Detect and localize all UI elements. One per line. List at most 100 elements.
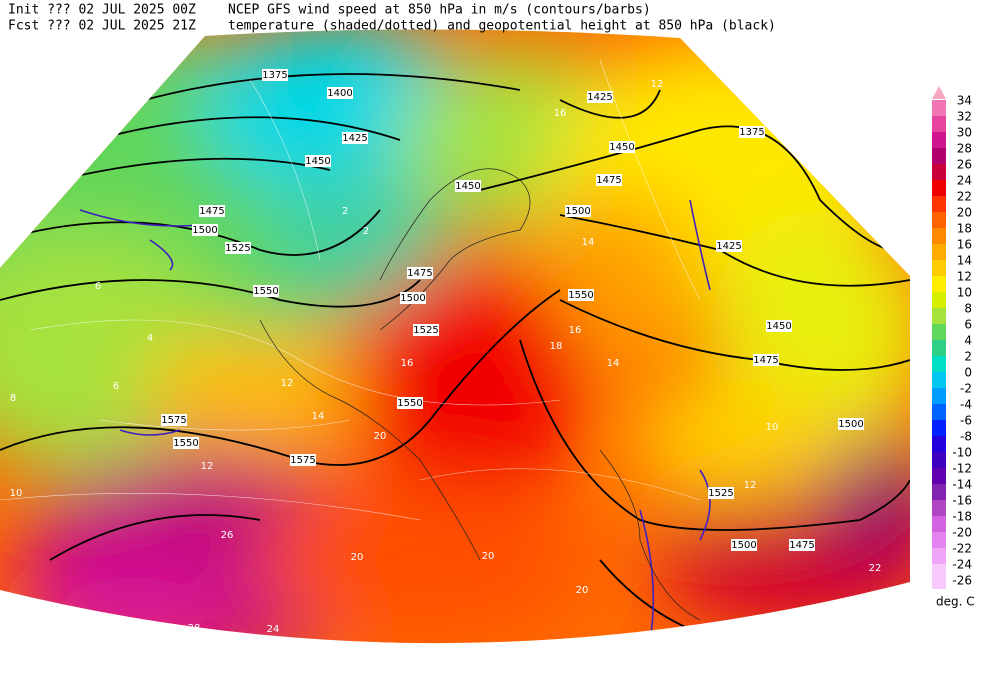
colorbar-label: -4 (960, 398, 972, 412)
height-label-box (305, 155, 331, 167)
height-label: 1500 (838, 419, 863, 430)
colorbar-label: -14 (952, 478, 972, 492)
height-label-box (455, 180, 481, 192)
colorbar: 3432302826242220181614121086420-2-4-6-8-… (932, 86, 972, 589)
colorbar-label: -18 (952, 510, 972, 524)
height-label-box (731, 539, 757, 551)
colorbar-swatch (932, 308, 946, 324)
colorbar-swatch (932, 404, 946, 420)
colorbar-label: -16 (952, 494, 972, 508)
height-label: 1475 (596, 175, 621, 186)
colorbar-swatch (932, 116, 946, 132)
colorbar-label: 34 (957, 94, 972, 108)
temp-label: 12 (744, 480, 757, 491)
temp-label: 2 (342, 206, 348, 217)
colorbar-swatch (932, 500, 946, 516)
colorbar-swatch (932, 388, 946, 404)
temp-label: 14 (582, 237, 595, 248)
colorbar-swatch (932, 452, 946, 468)
height-label: 1525 (413, 325, 438, 336)
colorbar-swatch (932, 532, 946, 548)
colorbar-swatch (932, 516, 946, 532)
colorbar-label: 12 (957, 270, 972, 284)
colorbar-swatch (932, 100, 946, 116)
temp-label: 16 (554, 108, 567, 119)
height-label: 1475 (407, 268, 432, 279)
colorbar-swatch (932, 244, 946, 260)
height-label: 1525 (708, 488, 733, 499)
height-label: 1475 (789, 540, 814, 551)
height-label-box (838, 418, 864, 430)
colorbar-swatch (932, 564, 946, 580)
height-label-box (161, 414, 187, 426)
height-label: 1550 (173, 438, 198, 449)
height-label: 1375 (262, 70, 287, 81)
header-init: Init ??? 02 JUL 2025 00Z (8, 3, 196, 18)
header-desc: temperature (shaded/dotted) and geopoten… (228, 19, 776, 34)
height-label-box (708, 487, 734, 499)
height-label: 1450 (609, 142, 634, 153)
height-label-box (568, 289, 594, 301)
temp-label: 16 (401, 358, 414, 369)
height-label-box (596, 174, 622, 186)
colorbar-swatch (932, 340, 946, 356)
temp-label: 8 (10, 393, 16, 404)
header-fcst: Fcst ??? 02 JUL 2025 21Z (8, 19, 196, 34)
height-label-box (413, 324, 439, 336)
colorbar-swatch (932, 276, 946, 292)
height-label: 1550 (253, 286, 278, 297)
temp-label: 20 (687, 632, 700, 643)
height-label-box (609, 141, 635, 153)
height-label: 1450 (305, 156, 330, 167)
temp-label: 6 (95, 281, 101, 292)
height-label-box (173, 437, 199, 449)
colorbar-label: 18 (957, 222, 972, 236)
colorbar-label: 28 (957, 142, 972, 156)
temp-label: 10 (766, 422, 779, 433)
height-label: 1500 (400, 293, 425, 304)
colorbar-label: -20 (952, 526, 972, 540)
height-label-box (199, 205, 225, 217)
height-label-box (262, 69, 288, 81)
height-label-box (789, 539, 815, 551)
colorbar-label: 10 (957, 286, 972, 300)
height-label: 1525 (225, 243, 250, 254)
height-label: 1425 (342, 133, 367, 144)
height-label: 1425 (587, 92, 612, 103)
temp-label: 20 (482, 551, 495, 562)
height-label-box (342, 132, 368, 144)
colorbar-label: 0 (964, 366, 972, 380)
height-label: 1400 (327, 88, 352, 99)
height-label: 1575 (290, 455, 315, 466)
map-field (0, 29, 910, 644)
colorbar-label: 24 (957, 174, 972, 188)
colorbar-swatch (932, 164, 946, 180)
temp-label: 20 (576, 585, 589, 596)
height-label: 1450 (455, 181, 480, 192)
height-label-box (327, 87, 353, 99)
colorbar-swatch (932, 196, 946, 212)
colorbar-label: -6 (960, 414, 972, 428)
height-label-box (565, 205, 591, 217)
colorbar-label: 14 (957, 254, 972, 268)
height-label-box (753, 354, 779, 366)
height-label: 1375 (739, 127, 764, 138)
colorbar-label: -24 (952, 558, 972, 572)
colorbar-label: -22 (952, 542, 972, 556)
temp-label: 18 (550, 341, 563, 352)
height-label: 1550 (568, 290, 593, 301)
colorbar-label: 6 (964, 318, 972, 332)
colorbar-label: 22 (957, 190, 972, 204)
colorbar-swatch (932, 356, 946, 372)
height-label-box (290, 454, 316, 466)
temp-label: 14 (312, 411, 325, 422)
height-label-box (253, 285, 279, 297)
temp-label: 2 (363, 226, 369, 237)
colorbar-swatch (932, 420, 946, 436)
temp-label: 12 (201, 461, 214, 472)
colorbar-label: 26 (957, 158, 972, 172)
colorbar-label: 16 (957, 238, 972, 252)
height-label-box (400, 292, 426, 304)
temp-label: 28 (188, 623, 201, 634)
